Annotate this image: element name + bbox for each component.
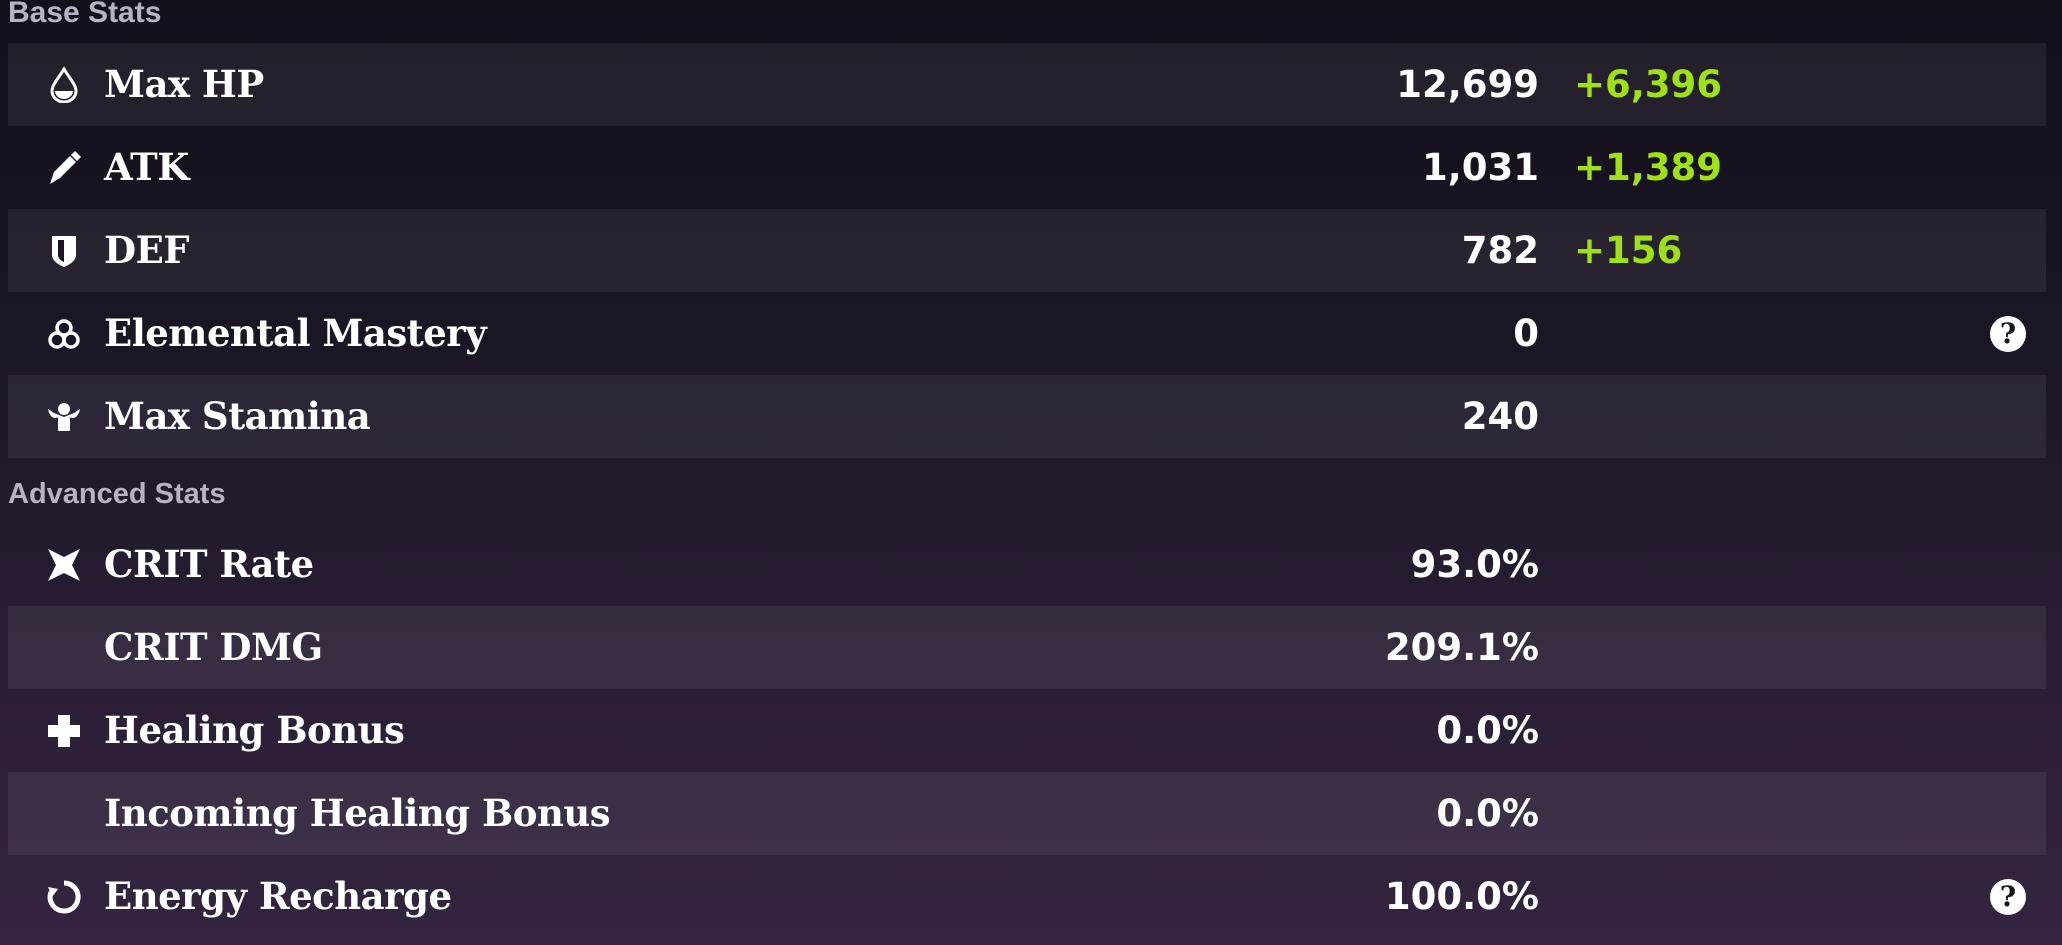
stat-label: Energy Recharge [104, 874, 452, 918]
stat-row-atk: ATK 1,031 +1,389 [8, 126, 2046, 209]
stat-row-elemental-mastery: Elemental Mastery 0 ? [8, 292, 2046, 375]
stat-label: Healing Bonus [104, 708, 405, 752]
drop-icon [44, 65, 84, 105]
stat-value: 782 [1461, 229, 1539, 272]
stat-label: CRIT DMG [104, 625, 323, 669]
stat-row-max-hp: Max HP 12,699 +6,396 [8, 43, 2046, 126]
stat-value: 100.0% [1384, 875, 1539, 918]
stat-row-crit-dmg: CRIT DMG 209.1% [8, 606, 2046, 689]
base-stats-title: Base Stats [8, 0, 162, 29]
stat-label: Elemental Mastery [104, 311, 487, 355]
stat-value: 1,031 [1421, 146, 1539, 189]
stat-label: ATK [104, 145, 189, 189]
energy-icon [44, 877, 84, 917]
stat-bonus: +1,389 [1574, 146, 1723, 189]
stat-value: 93.0% [1410, 543, 1539, 586]
stamina-icon [44, 397, 84, 437]
stat-value: 0 [1513, 312, 1539, 355]
sword-icon [44, 148, 84, 188]
stat-value: 0.0% [1436, 792, 1539, 835]
stat-row-incoming-healing-bonus: Incoming Healing Bonus 0.0% [8, 772, 2046, 855]
stat-label: CRIT Rate [104, 542, 314, 586]
stat-value: 0.0% [1436, 709, 1539, 752]
help-icon[interactable]: ? [1990, 316, 2026, 352]
stat-value: 240 [1461, 395, 1539, 438]
crit-icon [44, 545, 84, 585]
advanced-stats-title: Advanced Stats [8, 478, 226, 510]
stat-row-crit-rate: CRIT Rate 93.0% [8, 523, 2046, 606]
shield-icon [44, 231, 84, 271]
stat-row-healing-bonus: Healing Bonus 0.0% [8, 689, 2046, 772]
stat-value: 209.1% [1384, 626, 1539, 669]
elemental-mastery-icon [44, 314, 84, 354]
stat-label: DEF [104, 228, 190, 272]
stat-value: 12,699 [1396, 63, 1539, 106]
stat-label: Max HP [104, 62, 264, 106]
stat-label: Incoming Healing Bonus [104, 791, 611, 835]
stat-row-def: DEF 782 +156 [8, 209, 2046, 292]
stat-row-max-stamina: Max Stamina 240 [8, 375, 2046, 458]
help-icon[interactable]: ? [1990, 879, 2026, 915]
stat-bonus: +156 [1574, 229, 1683, 272]
stat-row-energy-recharge: Energy Recharge 100.0% ? [8, 855, 2046, 938]
stat-bonus: +6,396 [1574, 63, 1723, 106]
cross-icon [44, 711, 84, 751]
stat-label: Max Stamina [104, 394, 371, 438]
